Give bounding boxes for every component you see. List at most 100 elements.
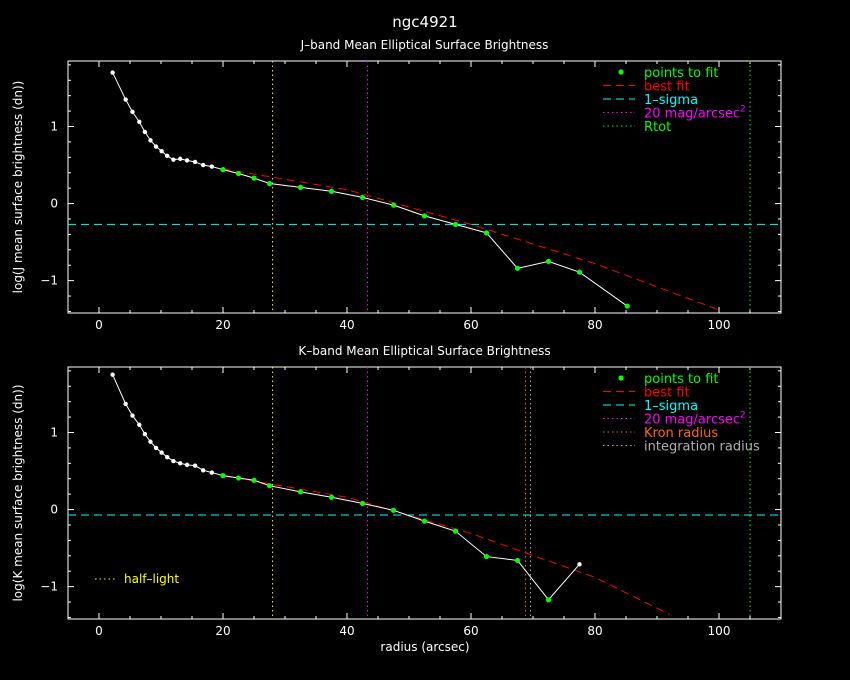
j-y-tick-label: 0 [50, 197, 58, 211]
k-legend-label: points to fit [644, 372, 719, 387]
k-profile-point [159, 450, 164, 455]
k-legend-label: best fit [644, 386, 690, 401]
j-profile-point [159, 148, 164, 154]
k-profile-point [130, 413, 135, 418]
j-fit-point [266, 180, 273, 187]
j-band-panel: J–band Mean Elliptical Surface Brightnes… [11, 38, 782, 332]
k-profile-point [184, 462, 190, 468]
j-legend-label: 20 mag/arcsec2 [644, 105, 746, 122]
k-fit-point [297, 489, 304, 495]
j-legend-label: Rtot [644, 120, 671, 135]
k-x-tick-label: 100 [708, 624, 731, 638]
k-fit-point [251, 477, 257, 483]
k-x-tick-label: 20 [215, 624, 230, 638]
k-profile-point [153, 445, 159, 451]
k-fit-point [452, 528, 459, 534]
j-x-tick-label: 0 [95, 318, 103, 332]
k-fit-point [545, 597, 552, 603]
j-fit-point [452, 221, 459, 227]
j-legend-label: 1–sigma [644, 93, 698, 108]
j-fit-point [576, 269, 583, 275]
j-profile-point [137, 119, 142, 125]
k-y-tick-label: 0 [50, 503, 58, 517]
k-profile-point [148, 439, 153, 444]
k-axes-frame [67, 366, 782, 620]
k-profile-point [192, 463, 198, 468]
k-legend-label: 20 mag/arcsec2 [644, 411, 746, 428]
j-profile-point [184, 158, 190, 163]
j-fit-point [297, 184, 304, 190]
j-axes-frame [67, 60, 782, 314]
k-half-light-label: half–light [124, 572, 179, 586]
x-axis-label: radius (arcsec) [380, 640, 469, 654]
j-best-fit-line [222, 168, 720, 311]
k-fit-point [483, 553, 490, 560]
j-profile-point [209, 164, 215, 169]
j-fit-point [624, 303, 630, 309]
j-x-tick-label: 60 [463, 318, 478, 332]
k-y-axis-label: log(K mean surface brightness (dn)) [11, 384, 25, 601]
j-profile-point [153, 144, 159, 149]
j-fit-point [328, 188, 335, 194]
k-profile-point [171, 458, 176, 464]
j-y-axis-label: log(J mean surface brightness (dn)) [11, 81, 25, 294]
k-profile-point [577, 562, 582, 567]
k-fit-point [359, 500, 366, 507]
k-profile-point [200, 468, 206, 473]
j-legend-superscript: 2 [740, 105, 746, 115]
k-band-panel: K–band Mean Elliptical Surface Brightnes… [11, 344, 782, 638]
j-panel-title: J–band Mean Elliptical Surface Brightnes… [300, 38, 549, 52]
k-fit-point [514, 557, 521, 564]
k-best-fit-line [222, 475, 670, 615]
j-fit-point [390, 202, 397, 208]
k-legend-label: Kron radius [644, 426, 718, 441]
j-profile-point [171, 157, 176, 162]
j-fit-point [545, 258, 552, 264]
j-profile-point [148, 138, 153, 143]
j-fit-point [251, 175, 257, 181]
j-fit-point [483, 230, 490, 236]
j-fit-point [220, 167, 226, 173]
k-y-tick-label: 1 [50, 426, 58, 440]
k-profile-point [165, 454, 170, 460]
j-fit-point [514, 265, 521, 271]
k-fit-point [220, 473, 226, 479]
j-x-tick-label: 40 [339, 318, 354, 332]
j-profile-point [123, 97, 128, 102]
j-profile-point [200, 162, 206, 168]
k-profile-point [178, 461, 183, 466]
k-profile-point [110, 372, 115, 377]
j-profile-point [178, 156, 183, 162]
j-y-tick-label: −1 [40, 274, 58, 288]
j-profile-point [165, 153, 170, 158]
k-profile-point [123, 401, 128, 407]
j-profile-point [142, 129, 148, 135]
k-legend-superscript: 2 [740, 411, 746, 421]
k-x-tick-label: 80 [587, 624, 602, 638]
j-y-tick-label: 1 [50, 120, 58, 134]
j-x-tick-label: 80 [587, 318, 602, 332]
figure-title: ngc4921 [392, 13, 457, 31]
k-x-tick-label: 0 [95, 624, 103, 638]
j-fit-point [235, 170, 242, 177]
j-x-tick-label: 100 [708, 318, 731, 332]
j-legend-label: best fit [644, 80, 690, 95]
k-fit-point [235, 475, 242, 481]
k-profile-point [209, 470, 215, 475]
k-legend-label: integration radius [644, 440, 760, 455]
j-profile-point [130, 109, 135, 115]
j-profile-point [110, 70, 115, 75]
j-fit-point [359, 194, 366, 201]
k-x-tick-label: 40 [339, 624, 354, 638]
k-fit-point [421, 518, 428, 524]
k-fit-point [390, 507, 397, 513]
k-legend-swatch [618, 375, 624, 381]
j-legend-swatch [618, 69, 624, 75]
k-x-tick-label: 60 [463, 624, 478, 638]
j-x-tick-label: 20 [215, 318, 230, 332]
k-fit-point [328, 494, 335, 500]
k-legend-label: 1–sigma [644, 399, 698, 414]
